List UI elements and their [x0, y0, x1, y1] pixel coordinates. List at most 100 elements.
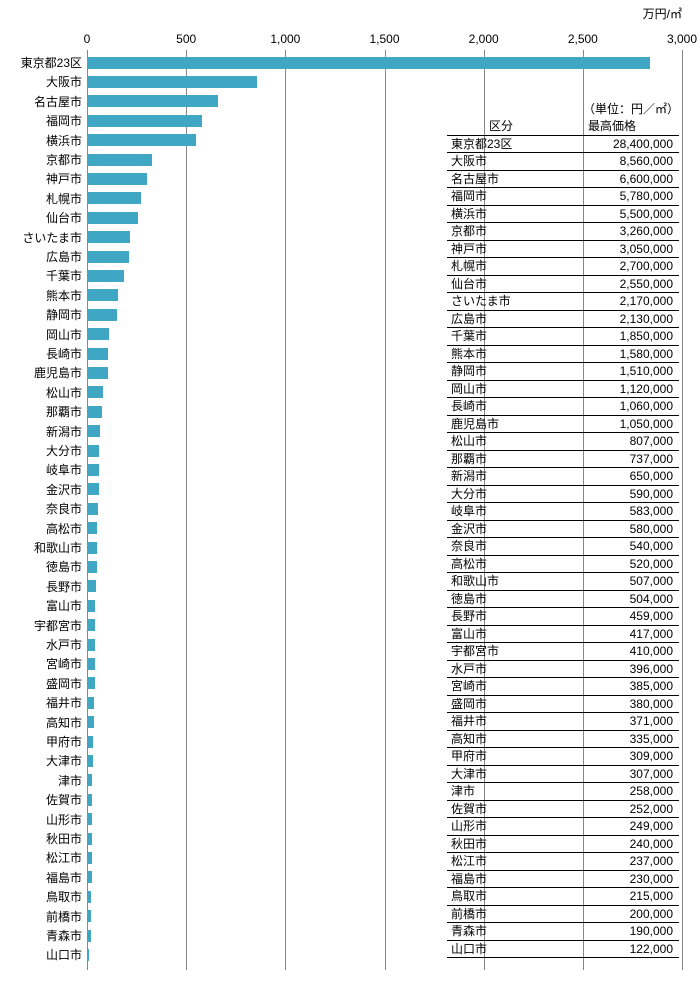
- table-cell-name: 宮崎市: [447, 678, 551, 695]
- bar-fill: [87, 95, 218, 107]
- table-cell-value: 807,000: [551, 433, 679, 450]
- table-cell-name: 鹿児島市: [447, 416, 551, 433]
- bar-label: 山形市: [0, 811, 82, 828]
- table-cell-name: 甲府市: [447, 748, 551, 765]
- table-cell-name: 大分市: [447, 486, 551, 503]
- table-cell-name: 長崎市: [447, 398, 551, 415]
- table-cell-name: 徳島市: [447, 591, 551, 608]
- x-tick-label: 2,000: [469, 32, 499, 46]
- table-cell-value: 1,060,000: [551, 398, 679, 415]
- table-row: 長崎市1,060,000: [447, 398, 679, 416]
- table-header-row: 区分 最高価格: [447, 118, 679, 136]
- table-cell-value: 385,000: [551, 678, 679, 695]
- bar-label: 京都市: [0, 151, 82, 168]
- table-cell-value: 258,000: [551, 783, 679, 800]
- table-cell-value: 215,000: [551, 888, 679, 905]
- table-cell-name: 横浜市: [447, 206, 551, 223]
- table-cell-value: 1,120,000: [551, 381, 679, 398]
- bar-label: 大津市: [0, 752, 82, 769]
- table-cell-value: 583,000: [551, 503, 679, 520]
- table-cell-name: 大津市: [447, 766, 551, 783]
- bar-label: 和歌山市: [0, 539, 82, 556]
- table-cell-value: 230,000: [551, 871, 679, 888]
- bar-label: 秋田市: [0, 830, 82, 847]
- table-row: 千葉市1,850,000: [447, 328, 679, 346]
- bar-label: 名古屋市: [0, 93, 82, 110]
- table-row: 岐阜市583,000: [447, 503, 679, 521]
- bar-fill: [87, 736, 93, 748]
- bar-label: 新潟市: [0, 423, 82, 440]
- table-row: 仙台市2,550,000: [447, 276, 679, 294]
- table-row: 盛岡市380,000: [447, 696, 679, 714]
- bar-label: 福岡市: [0, 112, 82, 129]
- bar-label: 甲府市: [0, 733, 82, 750]
- table-cell-value: 2,550,000: [551, 276, 679, 293]
- bar-fill: [87, 891, 91, 903]
- table-row: 横浜市5,500,000: [447, 206, 679, 224]
- table-cell-name: 津市: [447, 783, 551, 800]
- table-cell-value: 240,000: [551, 836, 679, 853]
- bar-label: 佐賀市: [0, 791, 82, 808]
- table-cell-value: 504,000: [551, 591, 679, 608]
- bar-label: 岡山市: [0, 326, 82, 343]
- table-row: 和歌山市507,000: [447, 573, 679, 591]
- table-cell-value: 3,260,000: [551, 223, 679, 240]
- bar-label: 福島市: [0, 869, 82, 886]
- table-row: 前橋市200,000: [447, 906, 679, 924]
- bar-label: 高松市: [0, 520, 82, 537]
- table-row: 金沢市580,000: [447, 521, 679, 539]
- table-row: 京都市3,260,000: [447, 223, 679, 241]
- bar-fill: [87, 561, 97, 573]
- bar-fill: [87, 464, 99, 476]
- table-cell-value: 122,000: [551, 941, 679, 958]
- table-row: 高松市520,000: [447, 556, 679, 574]
- table-row: 水戸市396,000: [447, 661, 679, 679]
- table-cell-value: 249,000: [551, 818, 679, 835]
- bar-row: 大阪市: [87, 75, 682, 88]
- table-row: 山形市249,000: [447, 818, 679, 836]
- bar-fill: [87, 289, 118, 301]
- bar-label: 山口市: [0, 946, 82, 963]
- table-row: 福岡市5,780,000: [447, 188, 679, 206]
- table-cell-value: 1,510,000: [551, 363, 679, 380]
- bar-fill: [87, 600, 95, 612]
- bar-label: 長野市: [0, 578, 82, 595]
- bar-label: 前橋市: [0, 908, 82, 925]
- table-cell-name: 長野市: [447, 608, 551, 625]
- table-header-col1: 区分: [447, 118, 551, 135]
- table-row: 福島市230,000: [447, 871, 679, 889]
- table-cell-name: 福岡市: [447, 188, 551, 205]
- table-row: 宇都宮市410,000: [447, 643, 679, 661]
- bar-fill: [87, 910, 91, 922]
- table-cell-name: 広島市: [447, 311, 551, 328]
- bar-label: 鹿児島市: [0, 364, 82, 381]
- table-cell-value: 2,700,000: [551, 258, 679, 275]
- table-cell-value: 507,000: [551, 573, 679, 590]
- table-cell-name: 盛岡市: [447, 696, 551, 713]
- bar-fill: [87, 930, 91, 942]
- bar-fill: [87, 251, 129, 263]
- bar-fill: [87, 522, 97, 534]
- table-cell-name: 岐阜市: [447, 503, 551, 520]
- table-cell-value: 459,000: [551, 608, 679, 625]
- table-cell-value: 1,050,000: [551, 416, 679, 433]
- bar-label: 札幌市: [0, 190, 82, 207]
- table-row: 岡山市1,120,000: [447, 381, 679, 399]
- table-cell-value: 2,170,000: [551, 293, 679, 310]
- table-cell-name: 佐賀市: [447, 801, 551, 818]
- bar-label: 水戸市: [0, 636, 82, 653]
- table-row: 那覇市737,000: [447, 451, 679, 469]
- table-row: 大分市590,000: [447, 486, 679, 504]
- table-row: 福井市371,000: [447, 713, 679, 731]
- table-cell-name: 那覇市: [447, 451, 551, 468]
- bar-label: 松山市: [0, 384, 82, 401]
- table-cell-name: 水戸市: [447, 661, 551, 678]
- x-tick-label: 1,500: [369, 32, 399, 46]
- bar-label: 静岡市: [0, 306, 82, 323]
- table-cell-value: 6,600,000: [551, 171, 679, 188]
- bar-label: 鳥取市: [0, 888, 82, 905]
- table-cell-name: 札幌市: [447, 258, 551, 275]
- table-cell-value: 8,560,000: [551, 153, 679, 170]
- table-cell-value: 380,000: [551, 696, 679, 713]
- bar-fill: [87, 580, 96, 592]
